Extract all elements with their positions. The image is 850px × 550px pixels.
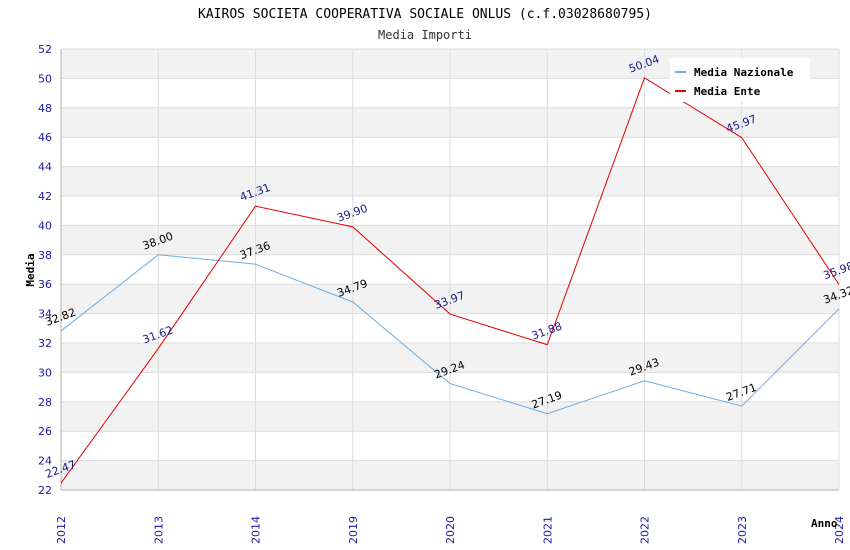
y-axis-label: Media: [24, 253, 37, 286]
legend-label: Media Ente: [694, 85, 761, 98]
y-tick-label: 40: [38, 219, 52, 232]
y-tick-label: 22: [38, 484, 52, 497]
x-tick-label: 2021: [541, 516, 554, 544]
y-tick-label: 24: [38, 455, 52, 468]
x-tick-label: 2014: [250, 516, 263, 544]
series-line: [60, 254, 840, 415]
x-tick-label: 2019: [347, 516, 360, 544]
y-tick-label: 52: [38, 43, 52, 56]
x-tick-label: 2023: [736, 516, 749, 544]
x-tick-label: 2013: [152, 516, 165, 544]
y-tick-label: 50: [38, 72, 52, 85]
series-line: [60, 77, 840, 484]
y-tick-label: 38: [38, 249, 52, 262]
chart-subtitle: Media Importi: [378, 28, 472, 42]
y-tick-label: 36: [38, 278, 52, 291]
y-tick-label: 30: [38, 366, 52, 379]
y-tick-label: 32: [38, 337, 52, 350]
y-tick-label: 48: [38, 102, 52, 115]
y-tick-label: 28: [38, 396, 52, 409]
legend: Media Nazionale Media Ente: [670, 58, 810, 102]
series-lines: [60, 77, 840, 484]
x-tick-labels: 2012 2013 2014 2019 2020 2021 2022 2023 2024: [55, 516, 846, 544]
legend-label: Media Nazionale: [694, 66, 794, 79]
x-tick-label: 2020: [444, 516, 457, 544]
x-tick-label: 2012: [55, 516, 68, 544]
x-tick-label: 2022: [639, 516, 652, 544]
y-tick-label: 26: [38, 425, 52, 438]
x-axis-label: Anno: [811, 517, 838, 530]
x-tick-label: 2024: [833, 516, 846, 544]
y-tick-label: 34: [38, 308, 52, 321]
y-tick-label: 42: [38, 190, 52, 203]
axes: [60, 49, 839, 491]
y-tick-label: 46: [38, 131, 52, 144]
y-tick-label: 44: [38, 161, 52, 174]
legend-box: [670, 58, 810, 102]
y-tick-labels: 22 24 26 28 30 32 34 36 38 40 42 44 46 48 50 52: [38, 43, 52, 497]
chart-title: KAIROS SOCIETA COOPERATIVA SOCIALE ONLUS…: [198, 7, 652, 22]
